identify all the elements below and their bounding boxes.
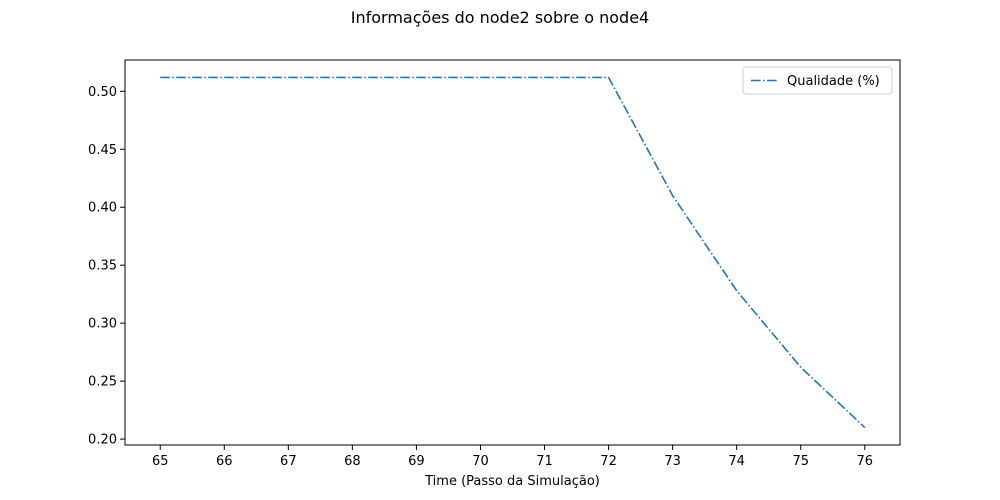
y-tick-label: 0.20 bbox=[88, 433, 117, 448]
legend-label: Qualidade (%) bbox=[787, 74, 880, 89]
y-tick-label: 0.40 bbox=[88, 201, 117, 216]
y-tick-label: 0.25 bbox=[88, 375, 117, 390]
y-tick-label: 0.35 bbox=[88, 259, 117, 274]
x-tick-label: 74 bbox=[728, 454, 745, 469]
x-tick-label: 69 bbox=[408, 454, 425, 469]
x-tick-label: 73 bbox=[664, 454, 681, 469]
x-tick-label: 68 bbox=[344, 454, 361, 469]
y-tick-label: 0.45 bbox=[88, 143, 117, 158]
series-line bbox=[160, 76, 866, 429]
x-axis-label: Time (Passo da Simulação) bbox=[424, 474, 600, 489]
x-tick-label: 76 bbox=[856, 454, 873, 469]
y-tick-label: 0.50 bbox=[88, 85, 117, 100]
legend-box bbox=[742, 66, 893, 95]
y-tick-label: 0.30 bbox=[88, 317, 117, 332]
x-tick-label: 66 bbox=[216, 454, 233, 469]
plot-area: 65 66 67 68 69 70 71 72 73 74 75 76 0.20 0.25 0.30 0.35… bbox=[88, 59, 901, 469]
x-tick-label: 67 bbox=[280, 454, 297, 469]
x-tick-label: 75 bbox=[792, 454, 809, 469]
chart-title: Informações do node2 sobre o node4 bbox=[351, 8, 649, 27]
plot-frame bbox=[124, 59, 901, 446]
x-tick-label: 65 bbox=[152, 454, 169, 469]
x-tick-label: 71 bbox=[536, 454, 553, 469]
x-tick-label: 70 bbox=[472, 454, 489, 469]
x-tick-label: 72 bbox=[600, 454, 617, 469]
